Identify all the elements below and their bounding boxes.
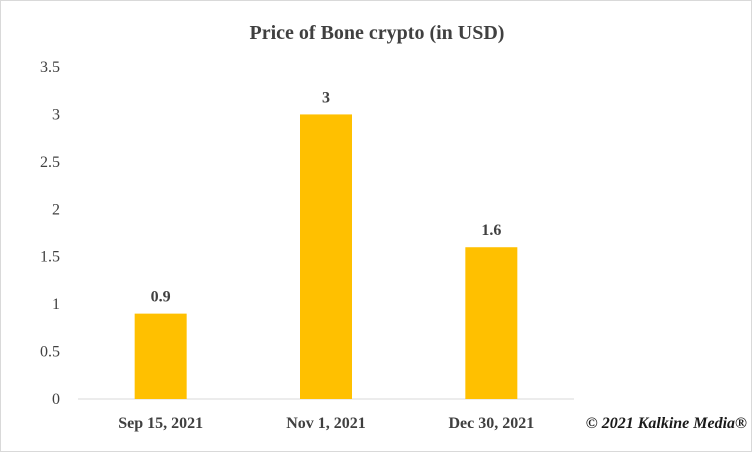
y-tick-label: 2	[52, 201, 60, 218]
data-label: 1.6	[481, 222, 501, 239]
watermark-text: © 2021 Kalkine Media®	[586, 415, 747, 432]
data-label: 3	[322, 89, 330, 106]
y-tick-label: 3	[52, 106, 60, 123]
y-tick-label: 3.5	[40, 59, 60, 76]
chart-title: Price of Bone crypto (in USD)	[250, 22, 505, 44]
y-tick-label: 0.5	[40, 344, 60, 361]
y-tick-label: 1	[52, 296, 60, 313]
y-tick-label: 1.5	[40, 249, 60, 266]
y-tick-label: 2.5	[40, 154, 60, 171]
bar	[300, 114, 352, 399]
x-tick-label: Dec 30, 2021	[448, 415, 534, 432]
data-label: 0.9	[151, 289, 171, 306]
bar	[465, 247, 518, 399]
x-tick-label: Nov 1, 2021	[286, 415, 366, 432]
bar	[134, 313, 187, 399]
x-tick-label: Sep 15, 2021	[118, 415, 203, 432]
y-tick-label: 0	[52, 391, 60, 408]
